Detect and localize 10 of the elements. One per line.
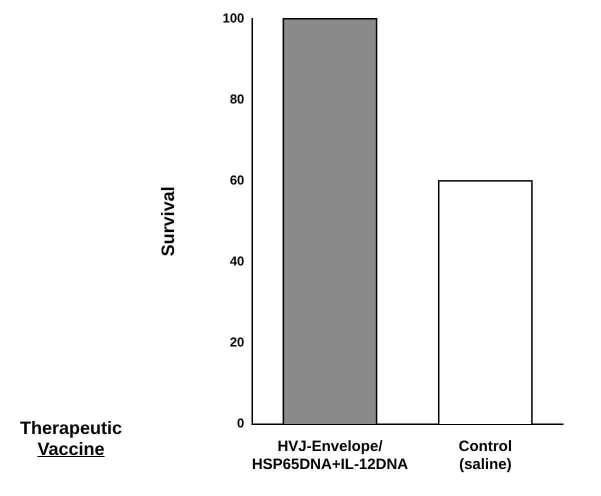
x-tick-label: HVJ-Envelope/ HSP65DNA+IL-12DNA — [252, 438, 408, 474]
y-tick-label: 40 — [230, 254, 244, 268]
text: Therapeutic Vaccine — [20, 418, 122, 460]
y-tick-label: 20 — [230, 334, 244, 350]
y-tick-label: 80 — [230, 91, 244, 106]
y-tick-label: 60 — [230, 172, 244, 188]
x-tick-label: Control (saline) — [458, 438, 512, 474]
y-axis-title: Survival — [158, 186, 178, 256]
y-tick-label: 100 — [222, 10, 244, 26]
y-tick-label: 0 — [237, 416, 244, 431]
